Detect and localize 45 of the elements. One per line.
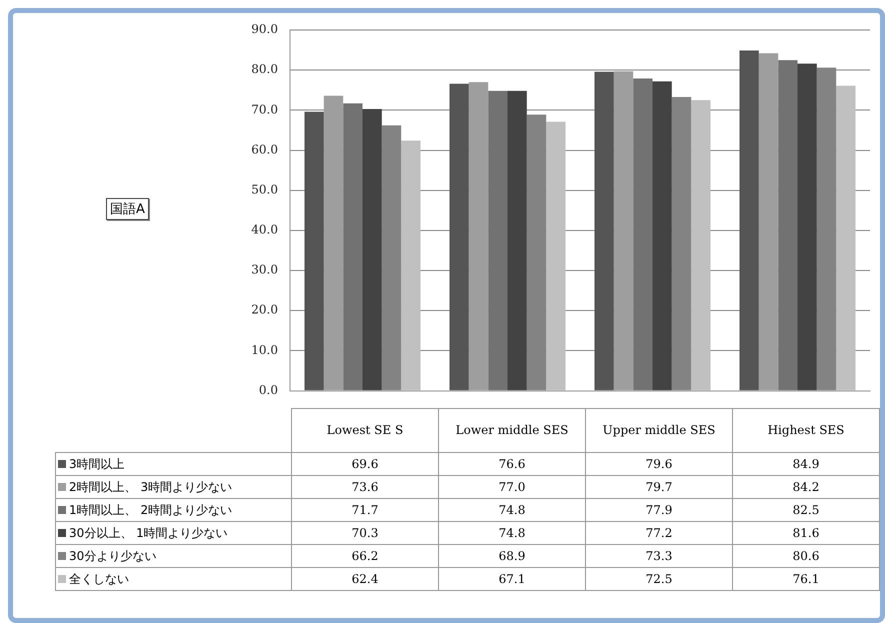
y-tick-label: 0.0: [258, 382, 278, 397]
y-tick-label: 90.0: [251, 22, 278, 36]
data-label: 82.5: [732, 498, 880, 522]
y-tick-label: 70.0: [251, 102, 278, 116]
legend-label: 30分以上、 1時間より少ない: [56, 522, 292, 544]
x-tick-label: Upper middle SES: [586, 408, 732, 452]
legend-label: 1時間以上、 2時間より少ない: [56, 498, 292, 522]
data-label: 62.4: [292, 568, 438, 590]
data-label: 71.7: [292, 498, 438, 522]
data-label: 77.2: [586, 522, 732, 544]
legend-label: 3時間以上: [56, 452, 292, 476]
data-label: 73.3: [586, 544, 732, 568]
data-label: 72.5: [586, 568, 732, 590]
data-label: 74.8: [438, 522, 586, 544]
x-tick-label: Highest SES: [732, 408, 880, 452]
text: 国語A: [106, 198, 149, 220]
y-tick-label: 20.0: [251, 302, 278, 317]
y-tick-label: 80.0: [251, 62, 278, 76]
legend-label: 30分より少ない: [56, 544, 292, 568]
legend-label: 全くしない: [56, 568, 292, 590]
x-tick-label: Lower middle SES: [438, 408, 586, 452]
data-label: 76.1: [732, 568, 880, 590]
data-label: 67.1: [438, 568, 586, 590]
x-tick-label: Lowest SE S: [292, 408, 438, 452]
y-tick-label: 50.0: [251, 182, 278, 196]
data-label: 79.6: [586, 452, 732, 476]
y-tick-label: 60.0: [251, 142, 278, 156]
data-label: 73.6: [292, 476, 438, 498]
data-label: 68.9: [438, 544, 586, 568]
legend-label: 2時間以上、 3時間より少ない: [56, 476, 292, 498]
data-label: 80.6: [732, 544, 880, 568]
data-label: 84.2: [732, 476, 880, 498]
data-label: 81.6: [732, 522, 880, 544]
data-label: 79.7: [586, 476, 732, 498]
data-label: 74.8: [438, 498, 586, 522]
data-label: 66.2: [292, 544, 438, 568]
y-tick-label: 40.0: [251, 222, 278, 237]
data-label: 69.6: [292, 452, 438, 476]
data-label: 77.0: [438, 476, 586, 498]
y-tick-label: 10.0: [251, 342, 278, 357]
y-tick-label: 30.0: [251, 262, 278, 277]
data-label: 84.9: [732, 452, 880, 476]
data-label: 70.3: [292, 522, 438, 544]
data-label: 77.9: [586, 498, 732, 522]
data-label: 76.6: [438, 452, 586, 476]
